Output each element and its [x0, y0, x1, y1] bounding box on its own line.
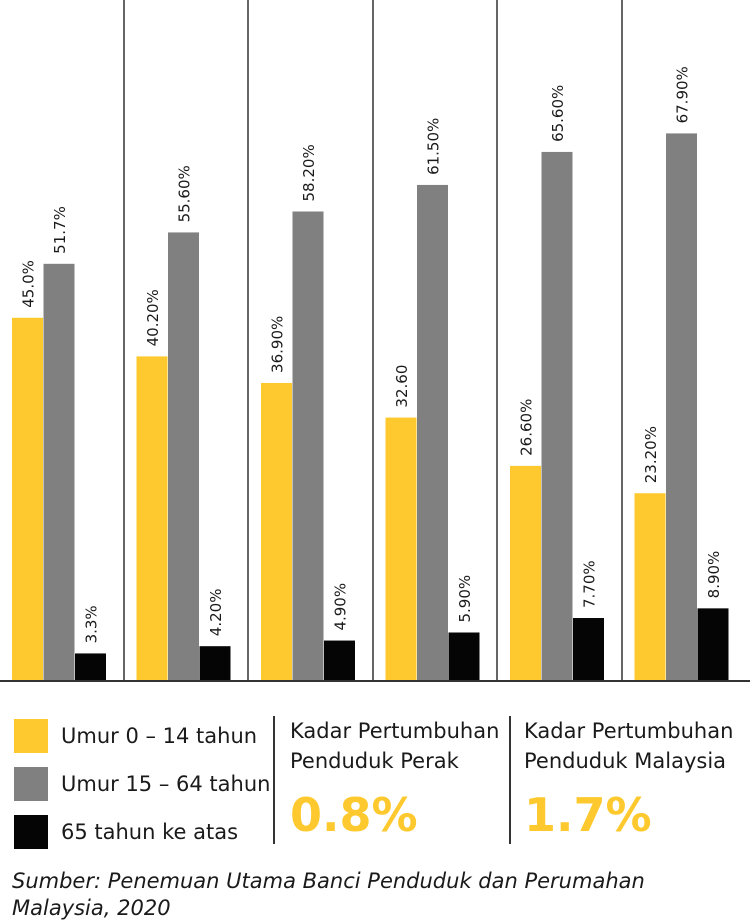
- bar: [12, 317, 43, 680]
- legend-item-age-15-64: Umur 15 – 64 tahun: [14, 760, 274, 808]
- data-label: 7.70%: [581, 560, 599, 608]
- data-label: 36.90%: [269, 316, 287, 373]
- stat-divider: [273, 716, 275, 844]
- data-label: 3.3%: [83, 605, 101, 643]
- bar: [697, 608, 729, 680]
- data-label: 8.90%: [705, 551, 723, 599]
- bar: [666, 133, 697, 680]
- data-label: 26.60%: [518, 399, 536, 456]
- source-note: Sumber: Penemuan Utama Banci Penduduk da…: [12, 869, 645, 920]
- bar: [75, 653, 106, 680]
- bar: [573, 618, 604, 680]
- legend-label: Umur 0 – 14 tahun: [61, 723, 258, 748]
- bar: [448, 632, 480, 680]
- bar: [385, 417, 417, 680]
- data-label: 65.60%: [549, 85, 567, 142]
- bar-chart: 45.0% 51.7% 3.3% 40.20% 55.60% 4.20% 36.90% 58.…: [0, 0, 750, 682]
- bar: [324, 640, 355, 680]
- stat-malaysia: Kadar Pertumbuhan Penduduk Malaysia 1.7%: [524, 716, 733, 838]
- legend-item-age-65-plus: 65 tahun ke atas: [14, 808, 274, 856]
- legend-item-age-0-14: Umur 0 – 14 tahun: [14, 712, 274, 760]
- data-label: 5.90%: [456, 575, 474, 623]
- data-label: 32.60: [393, 365, 411, 408]
- legend-swatch-grey: [14, 767, 48, 801]
- bar: [136, 356, 168, 680]
- stat-perak-label-line1: Kadar Pertumbuhan: [290, 719, 500, 743]
- bar: [634, 493, 666, 680]
- stat-perak-label-line2: Penduduk Perak: [290, 749, 459, 773]
- bar: [417, 184, 448, 681]
- bar: [261, 382, 292, 680]
- data-label: 40.20%: [144, 289, 162, 346]
- stat-divider: [509, 716, 511, 844]
- stat-malaysia-label-line1: Kadar Pertumbuhan: [524, 719, 734, 743]
- data-label: 4.20%: [207, 589, 225, 637]
- data-label: 51.7%: [51, 206, 69, 254]
- data-label: 4.90%: [332, 583, 350, 631]
- data-label: 55.60%: [176, 165, 194, 222]
- stat-perak-value: 0.8%: [290, 788, 418, 842]
- bar: [43, 263, 75, 680]
- bar: [168, 232, 199, 681]
- stat-perak: Kadar Pertumbuhan Penduduk Perak 0.8%: [290, 716, 499, 838]
- bar: [541, 151, 573, 681]
- data-label: 58.20%: [300, 144, 318, 201]
- data-label: 23.20%: [642, 426, 660, 483]
- chart-legend: Umur 0 – 14 tahun Umur 15 – 64 tahun 65 …: [14, 712, 274, 856]
- stat-malaysia-value: 1.7%: [524, 788, 652, 842]
- data-label: 67.90%: [674, 66, 692, 123]
- legend-swatch-yellow: [14, 719, 48, 753]
- data-label: 45.0%: [20, 260, 38, 308]
- data-label: 61.50%: [425, 118, 443, 175]
- bar: [292, 211, 324, 681]
- legend-label: 65 tahun ke atas: [61, 819, 239, 844]
- legend-swatch-black: [14, 815, 48, 849]
- bar: [510, 465, 541, 680]
- legend-label: Umur 15 – 64 tahun: [61, 771, 271, 796]
- stat-malaysia-label-line2: Penduduk Malaysia: [524, 749, 727, 773]
- bar: [199, 646, 231, 680]
